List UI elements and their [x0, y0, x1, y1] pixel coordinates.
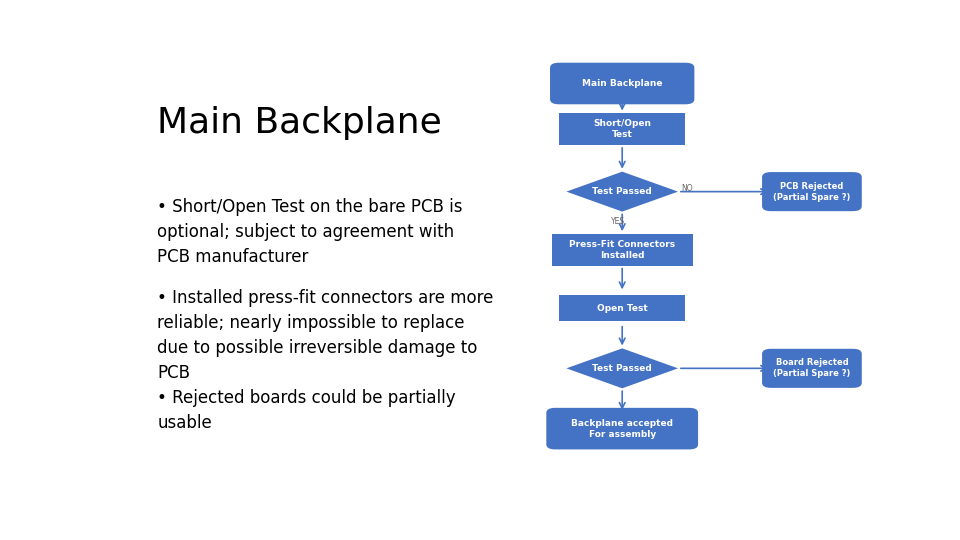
- Text: Main Backplane: Main Backplane: [582, 79, 662, 88]
- FancyBboxPatch shape: [762, 172, 862, 211]
- FancyBboxPatch shape: [546, 408, 698, 449]
- Text: Short/Open
Test: Short/Open Test: [593, 119, 651, 139]
- Polygon shape: [566, 172, 678, 212]
- Text: YES: YES: [612, 217, 626, 226]
- FancyBboxPatch shape: [762, 349, 862, 388]
- Bar: [559, 295, 685, 321]
- Text: Main Backplane: Main Backplane: [157, 106, 442, 140]
- Text: • Installed press-fit connectors are more
reliable; nearly impossible to replace: • Installed press-fit connectors are mor…: [157, 289, 493, 382]
- Bar: [551, 234, 693, 266]
- Text: NO: NO: [682, 184, 693, 193]
- Text: • Short/Open Test on the bare PCB is
optional; subject to agreement with
PCB man: • Short/Open Test on the bare PCB is opt…: [157, 198, 463, 266]
- FancyBboxPatch shape: [550, 63, 694, 104]
- Text: Board Rejected
(Partial Spare ?): Board Rejected (Partial Spare ?): [773, 358, 851, 379]
- Polygon shape: [566, 348, 678, 388]
- Text: • Rejected boards could be partially
usable: • Rejected boards could be partially usa…: [157, 389, 456, 432]
- Text: Open Test: Open Test: [597, 303, 648, 313]
- Bar: [559, 113, 685, 145]
- Text: PCB Rejected
(Partial Spare ?): PCB Rejected (Partial Spare ?): [773, 181, 851, 201]
- Text: Test Passed: Test Passed: [592, 364, 652, 373]
- Text: Test Passed: Test Passed: [592, 187, 652, 196]
- Text: Press-Fit Connectors
Installed: Press-Fit Connectors Installed: [569, 240, 675, 260]
- Text: Backplane accepted
For assembly: Backplane accepted For assembly: [571, 418, 673, 438]
